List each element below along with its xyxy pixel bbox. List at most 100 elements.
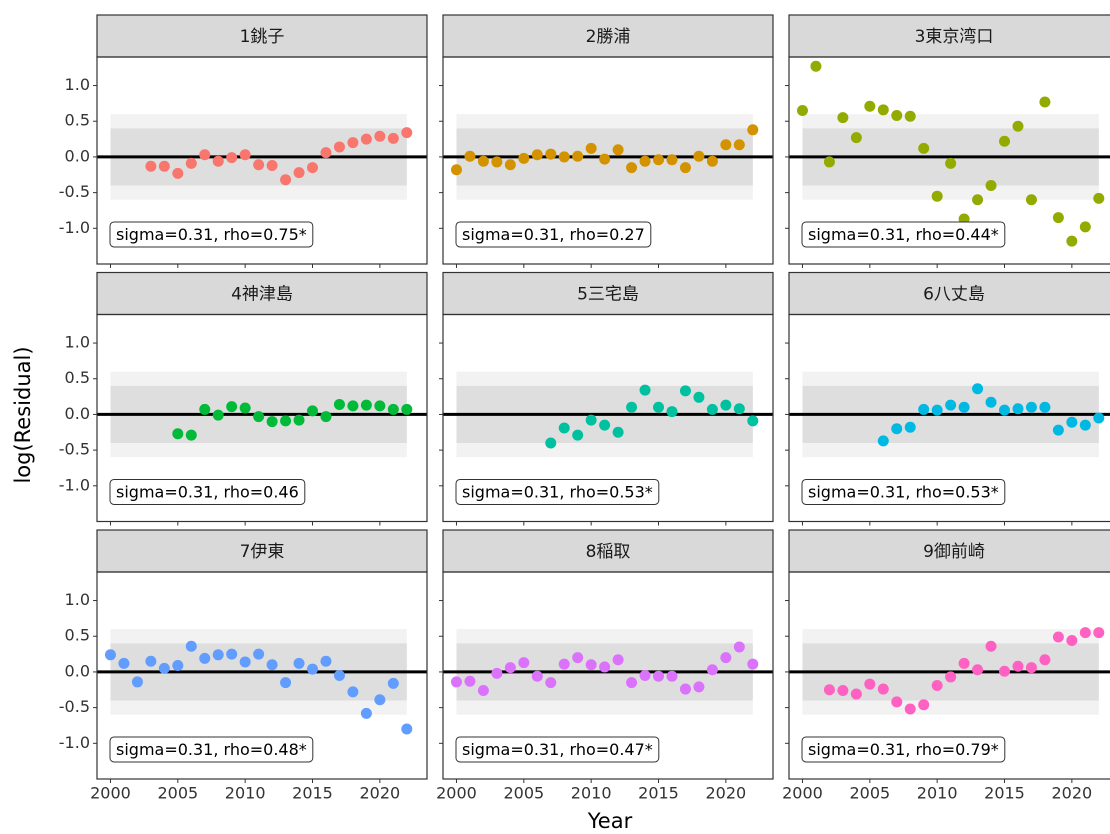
- point: [599, 661, 611, 673]
- point: [1039, 401, 1051, 413]
- strip: [788, 529, 1110, 573]
- x-tick-label: 2000: [90, 784, 131, 803]
- point: [1093, 412, 1105, 424]
- point: [599, 419, 611, 431]
- y-tick-label: 0.5: [65, 626, 90, 645]
- panel-border: [442, 571, 774, 780]
- x-tick-label: 2020: [705, 784, 746, 803]
- panel: [789, 627, 1110, 715]
- point: [720, 139, 732, 151]
- point: [1039, 96, 1051, 108]
- point: [945, 399, 957, 411]
- point: [585, 414, 597, 426]
- point: [639, 670, 651, 681]
- annotation: sigma=0.31, rho=0.75*: [116, 225, 307, 244]
- point: [253, 648, 265, 660]
- point: [733, 641, 745, 653]
- x-tick-label: 2010: [571, 784, 612, 803]
- x-tick-label: 2005: [849, 784, 890, 803]
- point: [266, 416, 278, 428]
- point: [1012, 403, 1024, 415]
- x-tick-label: 2020: [1051, 784, 1092, 803]
- point: [1079, 221, 1091, 233]
- point: [972, 194, 984, 206]
- point: [891, 696, 903, 708]
- annotation-box: [801, 478, 1006, 505]
- point: [387, 677, 399, 689]
- point: [706, 664, 718, 676]
- annotation-box: [109, 736, 314, 763]
- strip: [442, 271, 774, 316]
- point: [612, 144, 624, 156]
- point: [626, 162, 638, 174]
- x-tick-label: 2005: [157, 784, 198, 803]
- point: [877, 104, 889, 116]
- point: [666, 670, 678, 682]
- point: [823, 684, 835, 696]
- point: [374, 694, 386, 706]
- point: [293, 414, 305, 426]
- point: [877, 683, 889, 695]
- panel-title: 2勝浦: [586, 27, 631, 47]
- point: [1066, 635, 1078, 647]
- panel: [97, 371, 427, 458]
- point: [918, 142, 930, 154]
- point: [958, 657, 970, 669]
- point: [837, 112, 849, 124]
- x-tick-label: 2000: [436, 784, 477, 803]
- strip: [788, 14, 1110, 58]
- point: [720, 399, 732, 411]
- point: [1025, 401, 1037, 413]
- y-tick-label: -1.0: [59, 733, 90, 752]
- panel: [97, 114, 427, 200]
- point: [679, 385, 691, 397]
- point: [1012, 120, 1024, 132]
- x-tick-label: 2015: [292, 784, 333, 803]
- panel: [97, 629, 427, 735]
- point: [626, 401, 638, 413]
- point: [374, 130, 386, 142]
- point: [945, 157, 957, 169]
- x-tick-label: 2015: [638, 784, 679, 803]
- point: [891, 110, 903, 122]
- point: [904, 110, 916, 122]
- point: [612, 654, 624, 666]
- point: [904, 703, 916, 715]
- point: [212, 649, 224, 661]
- point: [185, 429, 197, 441]
- panel: [443, 629, 773, 715]
- point: [280, 415, 292, 427]
- strip: [442, 14, 774, 58]
- y-tick-label: 0.0: [65, 661, 90, 680]
- point: [679, 683, 691, 695]
- point: [158, 160, 170, 172]
- point: [172, 660, 184, 672]
- y-tick-label: -0.5: [59, 697, 90, 716]
- y-tick-label: 1.0: [65, 590, 90, 609]
- y-tick-label: -1.0: [59, 475, 90, 494]
- point: [491, 667, 503, 679]
- point: [837, 684, 849, 696]
- point: [280, 174, 292, 186]
- point: [693, 150, 705, 162]
- point: [810, 60, 822, 72]
- point: [558, 151, 570, 163]
- point: [531, 149, 543, 161]
- x-tick-label: 2015: [984, 784, 1025, 803]
- point: [477, 684, 489, 696]
- point: [118, 657, 130, 669]
- point: [387, 403, 399, 415]
- point: [253, 411, 265, 423]
- point: [347, 400, 359, 412]
- point: [999, 665, 1011, 677]
- point: [985, 179, 997, 191]
- point: [985, 640, 997, 652]
- y-tick-label: -1.0: [59, 218, 90, 237]
- panel-border: [96, 313, 428, 523]
- strip: [96, 271, 428, 316]
- point: [145, 160, 157, 172]
- annotation-box: [455, 478, 660, 505]
- point: [401, 127, 413, 139]
- point: [864, 678, 876, 690]
- point: [307, 162, 319, 174]
